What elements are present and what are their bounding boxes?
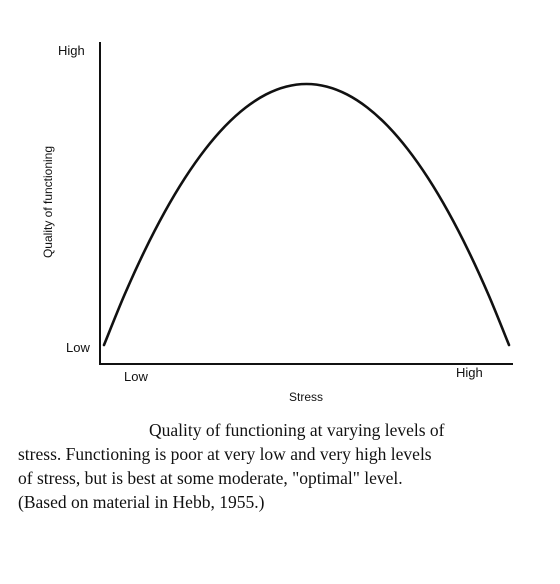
caption-line-2: stress. Functioning is poor at very low … — [18, 444, 432, 464]
y-tick-low: Low — [66, 340, 90, 355]
caption-line-4: (Based on material in Hebb, 1955.) — [18, 492, 265, 512]
series-layer — [102, 82, 511, 347]
caption-line-3: of stress, but is best at some moderate,… — [18, 468, 403, 488]
caption-line-1: Quality of functioning at varying levels… — [149, 420, 445, 440]
stress-functioning-chart: High Low Low High Stress Quality of func… — [41, 42, 513, 404]
y-tick-high: High — [58, 43, 85, 58]
y-axis-title: Quality of functioning — [41, 146, 55, 258]
figure-caption: Quality of functioning at varying levels… — [18, 418, 544, 514]
x-axis-title: Stress — [289, 390, 323, 404]
x-tick-high: High — [456, 365, 483, 380]
series-line-0 — [102, 82, 511, 347]
x-tick-low: Low — [124, 369, 148, 384]
